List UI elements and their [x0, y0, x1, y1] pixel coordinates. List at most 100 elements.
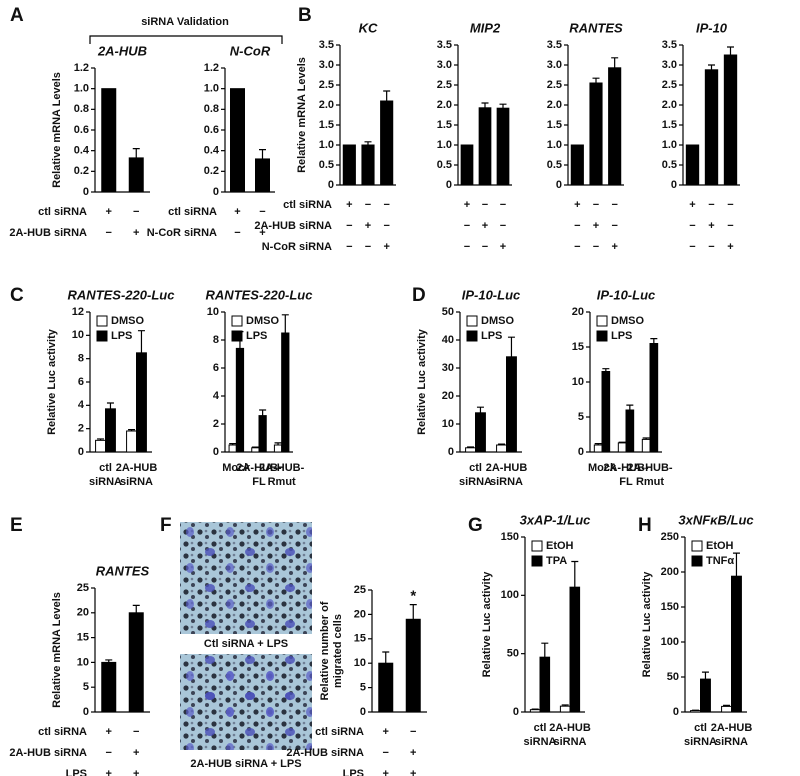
- legend-swatch: [466, 330, 478, 342]
- condition-sign: +: [689, 199, 695, 211]
- bar: [235, 347, 245, 453]
- bar: [230, 88, 245, 193]
- legend-label: DMSO: [111, 315, 144, 327]
- condition-sign: +: [234, 206, 240, 218]
- condition-sign: +: [611, 241, 617, 253]
- y-tick-label: 40: [442, 334, 454, 346]
- condition-sign: −: [365, 241, 371, 253]
- legend-label: LPS: [246, 330, 267, 342]
- error-bar: [571, 560, 579, 588]
- y-tick-label: 0.6: [204, 124, 219, 136]
- bar: [342, 144, 356, 186]
- bar: [589, 82, 603, 186]
- x-tick-label: Rmut: [268, 476, 296, 488]
- y-tick-label: 100: [661, 636, 679, 648]
- chart: RANTES-220-Luc 0 2 4 6 8 10 12 Relative Luc acti…: [46, 287, 175, 487]
- y-tick-label: 12: [72, 306, 84, 318]
- x-tick-label: 2A-HUB: [711, 722, 753, 734]
- condition-sign: −: [383, 220, 389, 232]
- y-tick-label: 0: [556, 179, 562, 191]
- error-bar: [499, 103, 507, 109]
- bar: [529, 709, 541, 713]
- error-bar: [259, 149, 266, 159]
- error-bar: [105, 659, 113, 663]
- y-tick-label: 6: [213, 362, 219, 374]
- legend-label: LPS: [481, 330, 502, 342]
- y-tick-label: 0.5: [319, 159, 334, 171]
- condition-sign: −: [259, 206, 265, 218]
- y-tick-label: 0.6: [74, 124, 89, 136]
- error-bar: [132, 604, 140, 613]
- y-tick-label: 0: [83, 706, 89, 718]
- bar: [475, 412, 486, 453]
- condition-sign: −: [727, 220, 733, 232]
- bar: [101, 661, 117, 713]
- chart: 2A-HUB 0 0.2 0.4 0.6 0.8 1.0 1.2 Relative mRNA L…: [9, 43, 150, 239]
- condition-label: LPS: [66, 768, 87, 776]
- bar: [465, 447, 476, 453]
- y-axis-label: Relative mRNA Levels: [51, 72, 63, 188]
- x-tick-label: 2A-HUB-: [259, 462, 305, 474]
- y-axis-label: Relative number of: [319, 601, 331, 700]
- panel-letter: B: [298, 5, 312, 26]
- y-tick-label: 2.5: [662, 79, 677, 91]
- chart: 0 5 10 15 20 25 Relative number of migrated cel…: [286, 584, 427, 776]
- condition-sign: −: [500, 199, 506, 211]
- error-bar: [650, 338, 658, 344]
- error-bar: [602, 368, 610, 372]
- condition-sign: −: [346, 220, 352, 232]
- y-tick-label: 10: [72, 329, 84, 341]
- legend-swatch: [691, 540, 703, 552]
- condition-label: ctl siRNA: [315, 726, 364, 738]
- y-tick-label: 8: [78, 353, 84, 365]
- error-bar: [611, 57, 619, 68]
- condition-sign: −: [383, 199, 389, 211]
- y-tick-label: 8: [213, 334, 219, 346]
- legend-swatch: [691, 555, 703, 567]
- legend-swatch: [96, 315, 108, 327]
- x-tick-label: siRNA: [523, 736, 556, 748]
- x-tick-label: 2A-HUB-: [603, 462, 649, 474]
- condition-sign: −: [689, 220, 695, 232]
- legend-swatch: [596, 315, 608, 327]
- condition-sign: +: [383, 726, 389, 738]
- y-tick-label: 1.0: [204, 83, 219, 95]
- y-tick-label: 0.2: [204, 165, 219, 177]
- error-bar: [383, 90, 391, 101]
- y-tick-label: 20: [572, 306, 584, 318]
- y-tick-label: 0.2: [74, 165, 89, 177]
- condition-sign: −: [482, 199, 488, 211]
- error-bar: [128, 429, 136, 431]
- error-bar: [732, 552, 740, 577]
- bar: [641, 438, 651, 453]
- y-tick-label: 15: [572, 341, 584, 353]
- y-tick-label: 1.0: [74, 83, 89, 95]
- bar: [570, 144, 584, 186]
- condition-sign: −: [133, 726, 139, 738]
- condition-sign: −: [500, 220, 506, 232]
- error-bar: [507, 336, 515, 357]
- bar: [378, 662, 394, 713]
- legend-swatch: [96, 330, 108, 342]
- bar: [273, 444, 283, 453]
- x-tick-label: siRNA: [120, 476, 153, 488]
- bar: [258, 415, 267, 453]
- bar: [685, 144, 700, 186]
- x-tick-label: Mock: [588, 462, 617, 474]
- header: siRNA Validation: [141, 16, 229, 28]
- y-tick-label: 0: [213, 446, 219, 458]
- condition-sign: +: [410, 768, 416, 776]
- chart: IP-10 0 0.5 1.0 1.5 2.0 2.5 3.0 3.5 + − − − + − − − +: [662, 20, 740, 253]
- x-tick-label: siRNA: [89, 476, 122, 488]
- condition-sign: −: [593, 199, 599, 211]
- x-tick-label: 2A-HUB: [486, 462, 528, 474]
- x-tick-label: 2A-HUB-: [627, 462, 673, 474]
- y-tick-label: 3.5: [662, 39, 677, 51]
- condition-sign: −: [106, 227, 112, 239]
- condition-sign: −: [383, 747, 389, 759]
- bar: [506, 356, 517, 453]
- y-tick-label: 4: [213, 390, 220, 402]
- error-bar: [274, 442, 282, 445]
